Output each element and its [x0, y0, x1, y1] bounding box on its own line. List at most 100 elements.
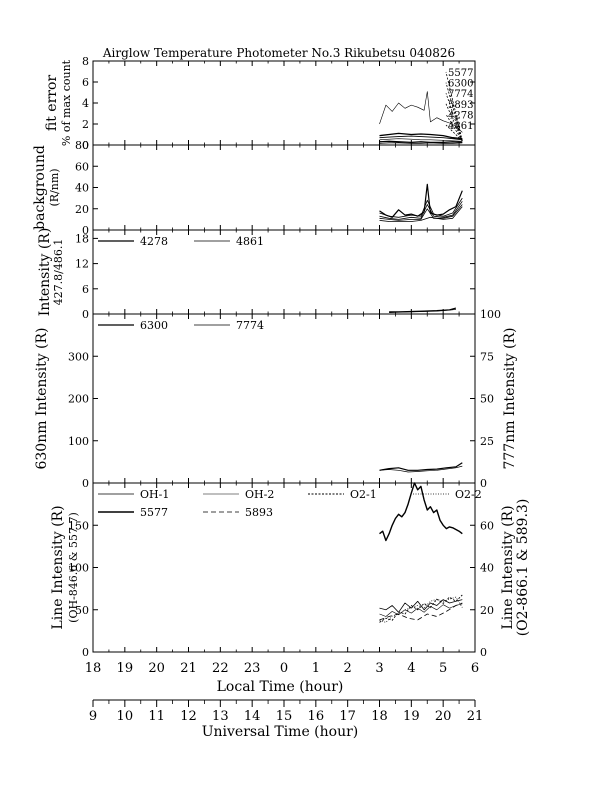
y-right-tick-label: 0 [480, 646, 487, 659]
legend-label-5893: 5893 [245, 506, 273, 519]
y-axis-label: % of max count [60, 59, 73, 146]
local-time-tick-4: 4 [407, 661, 415, 676]
legend-label-6300: 6300 [448, 79, 473, 90]
local-time-tick-18: 18 [85, 661, 102, 676]
legend-label-o2-1: O2-1 [350, 488, 377, 501]
universal-time-tick-20: 20 [435, 709, 452, 724]
legend-leader-4278 [445, 114, 463, 142]
series-4278-line [389, 307, 457, 313]
universal-time-tick-10: 10 [117, 709, 134, 724]
y-axis-label: (OH-846.6 & 557.7) [67, 512, 80, 623]
y-right-tick-label: 20 [480, 604, 494, 617]
series-4278-line [379, 140, 463, 144]
legend: OH-1 OH-2 O2-1 O2-2 5577 5893 [98, 488, 482, 519]
series-6300-line [379, 197, 463, 218]
y-right-tick-label: 100 [480, 308, 501, 321]
series-7774-line [379, 201, 463, 220]
universal-time-axis: 9 10 11 12 13 14 15 16 17 18 19 20 21 [89, 699, 483, 724]
series-5893-line [379, 204, 463, 221]
panel-1: 0 2 4 6 8 fit error% of max count 557763007774… [44, 55, 476, 152]
universal-time-tick-16: 16 [308, 709, 325, 724]
legend-label-4278: 4278 [448, 110, 473, 121]
legend-label-7774: 7774 [448, 89, 473, 100]
series-5893-line [379, 138, 463, 142]
series-5577-line [379, 482, 463, 542]
series-5577-line [379, 91, 463, 133]
legend-label-5577: 5577 [448, 68, 473, 79]
local-time-axis: 18 19 20 21 22 23 0 1 2 3 4 5 6 [85, 661, 479, 676]
y-tick-label: 60 [75, 160, 89, 173]
legend: 6300 7774 [98, 319, 264, 332]
legend-label-7774: 7774 [236, 319, 264, 332]
legend-label-5577: 5577 [140, 506, 168, 519]
y-axis-label: 427.8/486.1 [52, 239, 65, 306]
local-time-tick-1: 1 [312, 661, 320, 676]
chart-title: Airglow Temperature Photometer No.3 Riku… [102, 46, 455, 60]
legend-leader-7774 [445, 93, 463, 141]
legend-leader-5577 [445, 71, 463, 141]
y-axis-label: background [32, 145, 48, 230]
y-tick-label: 6 [82, 76, 89, 89]
legend-leader-4861 [445, 124, 463, 142]
y-tick-label: 40 [75, 182, 89, 195]
y-right-axis-label: 777nm Intensity (R) [502, 327, 518, 469]
y-tick-label: 0 [82, 308, 89, 321]
series-5577-line [379, 183, 463, 218]
panel-2: 0 20 40 60 80 background (R/nm) [32, 139, 476, 237]
universal-time-tick-14: 14 [244, 709, 261, 724]
panel-frame [92, 144, 476, 231]
legend-leader-6300 [445, 82, 463, 141]
series-o2-2-line [379, 596, 463, 623]
y-tick-label: 0 [82, 646, 89, 659]
legend-label-oh-1: OH-1 [140, 488, 169, 501]
y-right-axis-label: Line Intensity (R) [500, 505, 516, 629]
local-time-tick-2: 2 [344, 661, 352, 676]
legend-label-oh-2: OH-2 [245, 488, 274, 501]
y-axis-label: (R/nm) [48, 168, 61, 206]
y-right-tick-label: 40 [480, 562, 494, 575]
y-axis-label: 630nm Intensity (R) [34, 327, 50, 469]
y-tick-label: 18 [75, 232, 89, 245]
local-time-tick-3: 3 [375, 661, 383, 676]
legend-label-4861: 4861 [236, 235, 264, 248]
y-tick-label: 0 [82, 139, 89, 152]
y-tick-label: 100 [68, 562, 89, 575]
series-7774-line [379, 465, 463, 473]
universal-time-label: Universal Time (hour) [202, 724, 359, 740]
local-time-tick-23: 23 [244, 661, 261, 676]
series-4861-line [379, 142, 463, 144]
y-right-axis-label: (O2-866.1 & 589.3) [515, 499, 531, 637]
universal-time-tick-11: 11 [148, 709, 165, 724]
series-6300-line [379, 462, 463, 471]
local-time-tick-22: 22 [212, 661, 229, 676]
series-4278-line [379, 206, 463, 222]
y-tick-label: 100 [68, 435, 89, 448]
y-tick-label: 80 [75, 139, 89, 152]
series-oh-1-line [379, 599, 463, 613]
y-axis-label: Intensity (R) [37, 228, 53, 317]
local-time-tick-19: 19 [117, 661, 134, 676]
y-tick-label: 12 [75, 258, 89, 271]
series-oh-2-line [379, 603, 463, 617]
series-4861-line [389, 309, 456, 314]
y-tick-label: 2 [82, 118, 89, 131]
local-time-tick-0: 0 [280, 661, 288, 676]
y-tick-label: 20 [75, 203, 89, 216]
universal-time-tick-18: 18 [371, 709, 388, 724]
y-tick-label: 0 [82, 224, 89, 237]
legend-label-6300: 6300 [140, 319, 168, 332]
y-tick-label: 150 [68, 519, 89, 532]
legend-label-4278: 4278 [140, 235, 168, 248]
panel-frame [92, 60, 476, 146]
legend-label-4861: 4861 [448, 121, 473, 132]
panel-3: 0 6 12 18 Intensity (R) 427.8/486.1 4278 4861 [37, 228, 476, 321]
y-right-tick-label: 50 [480, 393, 494, 406]
local-time-tick-21: 21 [180, 661, 197, 676]
universal-time-tick-15: 15 [276, 709, 293, 724]
series-6300-line [379, 132, 463, 140]
y-right-tick-label: 25 [480, 435, 494, 448]
panel-frame [92, 313, 476, 484]
universal-time-tick-12: 12 [180, 709, 197, 724]
